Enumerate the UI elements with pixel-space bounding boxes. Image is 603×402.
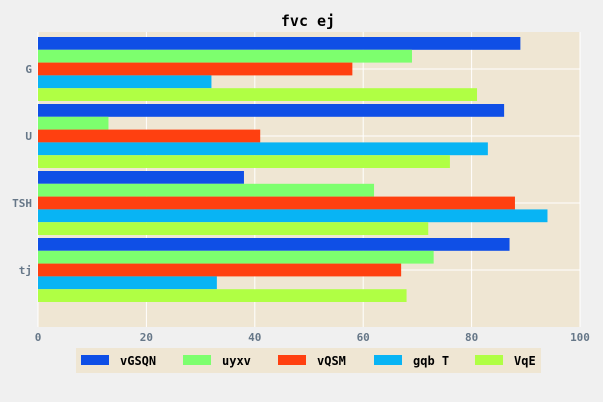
x-tick-labels: 0 20 40 60 80 100 xyxy=(35,331,590,344)
y-tick-label: G xyxy=(25,63,32,76)
legend: vGSQN uyxv vQSM gqb T VqE xyxy=(76,348,541,373)
bar xyxy=(38,49,412,63)
x-tick-label: 80 xyxy=(465,331,478,344)
bar xyxy=(38,129,261,143)
bar xyxy=(38,238,510,251)
y-tick-label: TSH xyxy=(12,197,32,210)
bar xyxy=(38,75,212,89)
legend-swatch xyxy=(278,355,306,365)
x-tick-label: 100 xyxy=(570,331,590,344)
legend-swatch xyxy=(475,355,503,365)
bar xyxy=(38,276,217,290)
x-tick-label: 0 xyxy=(35,331,42,344)
legend-label: uyxv xyxy=(222,354,251,368)
bar xyxy=(38,155,450,168)
bar xyxy=(38,250,434,264)
legend-label: vQSM xyxy=(317,354,346,368)
bar xyxy=(38,263,402,277)
bars xyxy=(38,37,548,302)
bar xyxy=(38,37,521,50)
bar xyxy=(38,116,109,130)
x-tick-label: 60 xyxy=(357,331,370,344)
bar xyxy=(38,222,429,235)
y-tick-label: U xyxy=(25,130,32,143)
bar xyxy=(38,171,244,184)
legend-swatch xyxy=(374,355,402,365)
legend-label: vGSQN xyxy=(120,354,156,368)
legend-label: VqE xyxy=(514,354,536,368)
bar xyxy=(38,142,488,156)
bar xyxy=(38,104,505,117)
bar xyxy=(38,183,375,197)
y-tick-label: tj xyxy=(19,264,32,277)
x-tick-label: 40 xyxy=(248,331,261,344)
y-tick-labels: G U TSH tj xyxy=(12,63,32,277)
bar xyxy=(38,289,407,302)
chart-title: fvc ej xyxy=(281,12,335,30)
bar xyxy=(38,196,515,210)
legend-box xyxy=(76,348,541,373)
bar xyxy=(38,62,353,76)
bar xyxy=(38,88,478,101)
legend-label: gqb T xyxy=(413,354,449,368)
x-tick-label: 20 xyxy=(140,331,153,344)
bar xyxy=(38,209,548,223)
legend-swatch xyxy=(183,355,211,365)
legend-swatch xyxy=(81,355,109,365)
